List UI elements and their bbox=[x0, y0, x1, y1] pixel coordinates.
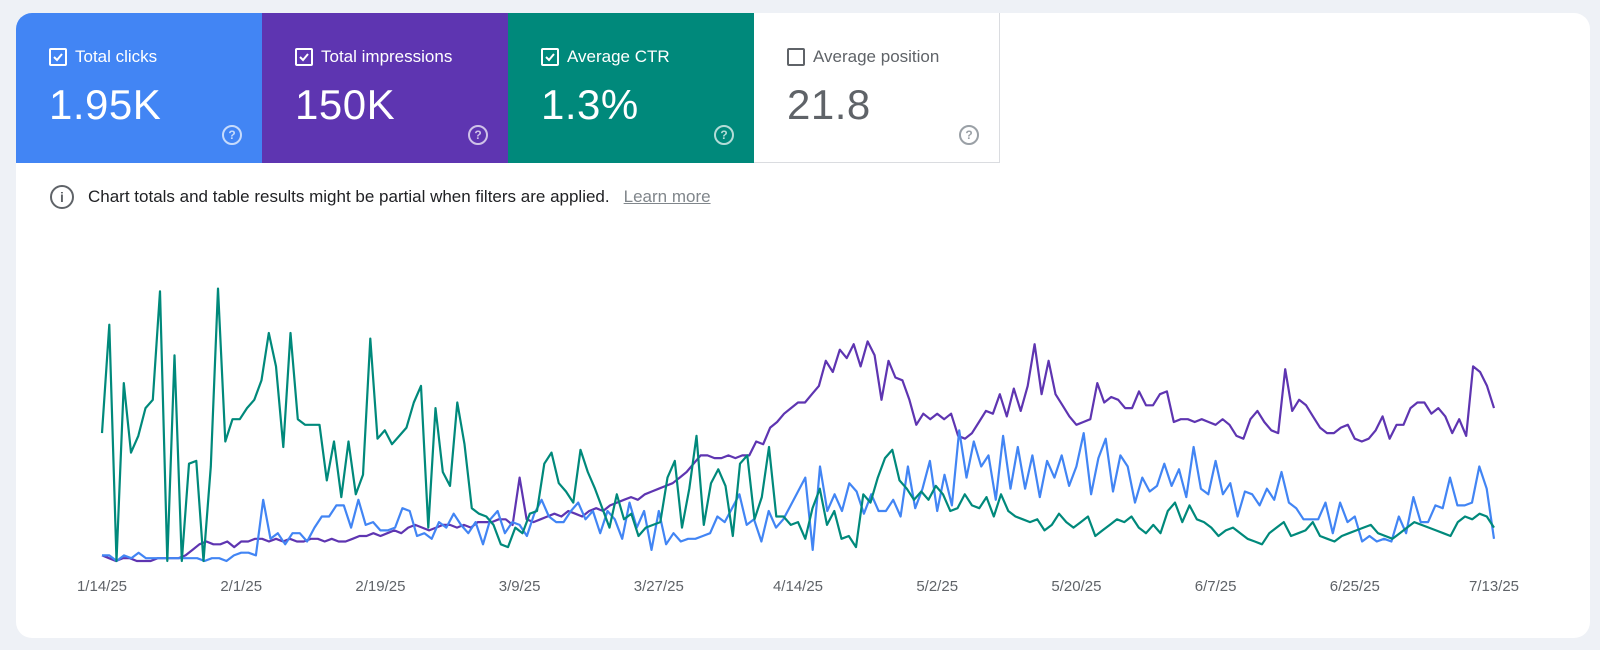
metric-tile-average-position[interactable]: Average position 21.8 ? bbox=[754, 13, 1000, 163]
help-icon[interactable]: ? bbox=[222, 125, 242, 145]
metric-value: 150K bbox=[295, 81, 396, 128]
help-icon[interactable]: ? bbox=[468, 125, 488, 145]
metric-label: Average position bbox=[813, 47, 940, 66]
filter-notice: i Chart totals and table results might b… bbox=[50, 185, 711, 209]
x-tick-label: 5/2/25 bbox=[916, 578, 958, 595]
x-tick-label: 3/27/25 bbox=[634, 578, 684, 595]
x-tick-label: 3/9/25 bbox=[499, 578, 541, 595]
metric-tile-total-clicks[interactable]: Total clicks 1.95K ? bbox=[16, 13, 262, 163]
help-icon[interactable]: ? bbox=[959, 125, 979, 145]
chart-series-line-0 bbox=[101, 340, 1496, 563]
info-icon: i bbox=[50, 185, 74, 209]
x-tick-label: 2/1/25 bbox=[220, 578, 262, 595]
metric-value: 1.3% bbox=[541, 81, 639, 128]
x-tick-label: 6/7/25 bbox=[1195, 578, 1237, 595]
checkbox-unchecked-icon[interactable] bbox=[787, 48, 805, 66]
checkbox-checked-icon[interactable] bbox=[541, 48, 559, 66]
metric-tiles: Total clicks 1.95K ? Total impressions 1… bbox=[16, 13, 1000, 163]
x-tick-label: 6/25/25 bbox=[1330, 578, 1380, 595]
x-tick-label: 7/13/25 bbox=[1469, 578, 1519, 595]
checkbox-checked-icon[interactable] bbox=[49, 48, 67, 66]
checkbox-checked-icon[interactable] bbox=[295, 48, 313, 66]
metric-header: Average CTR bbox=[541, 47, 670, 67]
help-icon[interactable]: ? bbox=[714, 125, 734, 145]
metric-header: Average position bbox=[787, 47, 939, 67]
metric-label: Total clicks bbox=[75, 47, 158, 66]
notice-text: Chart totals and table results might be … bbox=[88, 187, 610, 206]
metric-label: Average CTR bbox=[567, 47, 670, 66]
metric-label: Total impressions bbox=[321, 47, 453, 66]
chart-series-line-2 bbox=[100, 287, 1495, 563]
learn-more-link[interactable]: Learn more bbox=[623, 187, 711, 206]
metric-tile-total-impressions[interactable]: Total impressions 150K ? bbox=[262, 13, 508, 163]
metric-header: Total impressions bbox=[295, 47, 452, 67]
metric-tile-average-ctr[interactable]: Average CTR 1.3% ? bbox=[508, 13, 754, 163]
metric-value: 21.8 bbox=[787, 81, 871, 128]
x-tick-label: 4/14/25 bbox=[773, 578, 823, 595]
metric-header: Total clicks bbox=[49, 47, 157, 67]
x-tick-label: 5/20/25 bbox=[1051, 578, 1101, 595]
chart-series-line-1 bbox=[102, 429, 1496, 563]
x-tick-label: 2/19/25 bbox=[355, 578, 405, 595]
performance-chart: 1/14/25 2/1/25 2/19/25 3/9/25 3/27/25 4/14/25… bbox=[77, 287, 1519, 595]
performance-card: Total clicks 1.95K ? Total impressions 1… bbox=[16, 13, 1590, 638]
x-tick-label: 1/14/25 bbox=[77, 578, 127, 595]
metric-value: 1.95K bbox=[49, 81, 162, 128]
